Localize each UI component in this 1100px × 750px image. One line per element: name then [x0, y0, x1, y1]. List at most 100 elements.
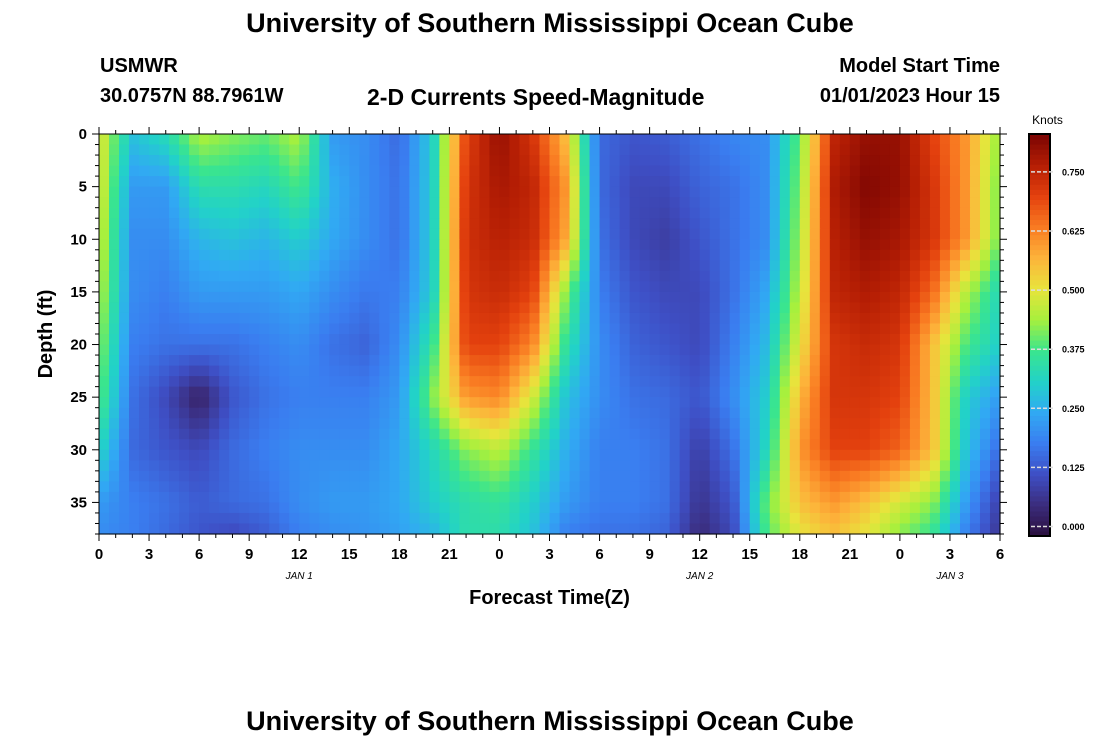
- heatmap-cell: [769, 260, 781, 272]
- heatmap-cell: [199, 376, 210, 388]
- heatmap-cell: [759, 355, 771, 367]
- heatmap-cell: [689, 407, 701, 419]
- heatmap-cell: [329, 260, 340, 272]
- heatmap-cell: [649, 176, 661, 188]
- heatmap-cell: [969, 176, 981, 188]
- heatmap-cell: [529, 291, 541, 304]
- heatmap-cell: [309, 176, 320, 188]
- heatmap-cell: [519, 481, 531, 493]
- heatmap-cell: [499, 144, 511, 156]
- heatmap-cell: [409, 186, 420, 198]
- heatmap-cell: [879, 365, 891, 377]
- heatmap-cell: [189, 155, 200, 167]
- heatmap-cell: [179, 334, 190, 346]
- heatmap-cell: [429, 470, 440, 482]
- heatmap-cell: [259, 186, 270, 198]
- x-tick-label: 0: [896, 546, 904, 563]
- colorbar-segment: [1029, 234, 1050, 241]
- heatmap-cell: [189, 186, 200, 198]
- heatmap-cell: [769, 397, 781, 409]
- colorbar-segment: [1029, 390, 1050, 396]
- heatmap-cell: [279, 376, 290, 388]
- heatmap-cell: [209, 228, 220, 240]
- heatmap-cell: [799, 418, 811, 430]
- heatmap-cell: [819, 355, 831, 367]
- heatmap-cell: [919, 376, 931, 388]
- heatmap-cell: [139, 260, 150, 272]
- heatmap-cell: [259, 134, 270, 146]
- heatmap-cell: [729, 439, 741, 451]
- heatmap-cell: [909, 428, 921, 440]
- heatmap-cell: [989, 334, 1001, 346]
- heatmap-cell: [119, 207, 130, 219]
- heatmap-cell: [129, 312, 140, 325]
- heatmap-cell: [589, 302, 601, 314]
- heatmap-cell: [949, 386, 961, 398]
- heatmap-cell: [189, 239, 200, 251]
- colorbar-tick-label: 0.500: [1062, 286, 1085, 296]
- heatmap-cell: [909, 270, 921, 282]
- heatmap-cell: [879, 186, 891, 198]
- heatmap-cell: [489, 344, 501, 356]
- heatmap-cell: [919, 239, 931, 251]
- heatmap-cell: [209, 470, 220, 482]
- heatmap-cell: [479, 470, 491, 482]
- heatmap-cell: [739, 470, 751, 482]
- heatmap-cell: [599, 270, 611, 282]
- heatmap-cell: [949, 407, 961, 419]
- heatmap-cell: [589, 428, 601, 440]
- heatmap-cell: [229, 323, 240, 335]
- heatmap-cell: [239, 355, 250, 367]
- heatmap-cell: [449, 386, 460, 398]
- heatmap-cell: [959, 281, 971, 293]
- colorbar-segment: [1029, 375, 1050, 381]
- heatmap-cell: [99, 355, 110, 367]
- heatmap-cell: [929, 260, 941, 272]
- heatmap-cell: [339, 523, 350, 535]
- heatmap-cell: [599, 228, 611, 240]
- heatmap-cell: [769, 270, 781, 282]
- heatmap-cell: [369, 197, 380, 209]
- heatmap-cell: [939, 260, 951, 272]
- heatmap-cell: [369, 512, 380, 525]
- heatmap-cell: [579, 355, 591, 367]
- heatmap-cell: [709, 470, 721, 482]
- heatmap-cell: [309, 428, 320, 440]
- heatmap-cell: [389, 365, 400, 377]
- heatmap-cell: [769, 302, 781, 314]
- heatmap-cell: [529, 397, 541, 409]
- heatmap-cell: [389, 144, 400, 156]
- heatmap-cell: [959, 344, 971, 356]
- heatmap-cell: [649, 512, 661, 525]
- heatmap-cell: [479, 302, 491, 314]
- heatmap-cell: [989, 260, 1001, 272]
- heatmap-cell: [659, 249, 671, 261]
- heatmap-cell: [709, 144, 721, 156]
- heatmap-cell: [309, 218, 320, 230]
- heatmap-cell: [659, 355, 671, 367]
- heatmap-cell: [289, 439, 300, 451]
- heatmap-cell: [689, 270, 701, 282]
- heatmap-cell: [929, 376, 941, 388]
- heatmap-cell: [429, 344, 440, 356]
- heatmap-cell: [349, 334, 360, 346]
- heatmap-cell: [339, 323, 350, 335]
- heatmap-cell: [539, 386, 551, 398]
- heatmap-cell: [209, 407, 220, 419]
- heatmap-cell: [549, 460, 561, 472]
- heatmap-cell: [819, 270, 831, 282]
- heatmap-cell: [259, 291, 270, 304]
- heatmap-cell: [799, 460, 811, 472]
- heatmap-cell: [409, 239, 420, 251]
- heatmap-cell: [609, 176, 621, 188]
- heatmap-cell: [109, 365, 120, 377]
- heatmap-cell: [969, 323, 981, 335]
- heatmap-cell: [309, 460, 320, 472]
- heatmap-cell: [699, 376, 711, 388]
- heatmap-cell: [219, 197, 230, 209]
- heatmap-cell: [439, 491, 450, 504]
- heatmap-cell: [979, 428, 991, 440]
- heatmap-cell: [779, 397, 791, 409]
- heatmap-cell: [649, 523, 661, 535]
- heatmap-cell: [239, 228, 250, 240]
